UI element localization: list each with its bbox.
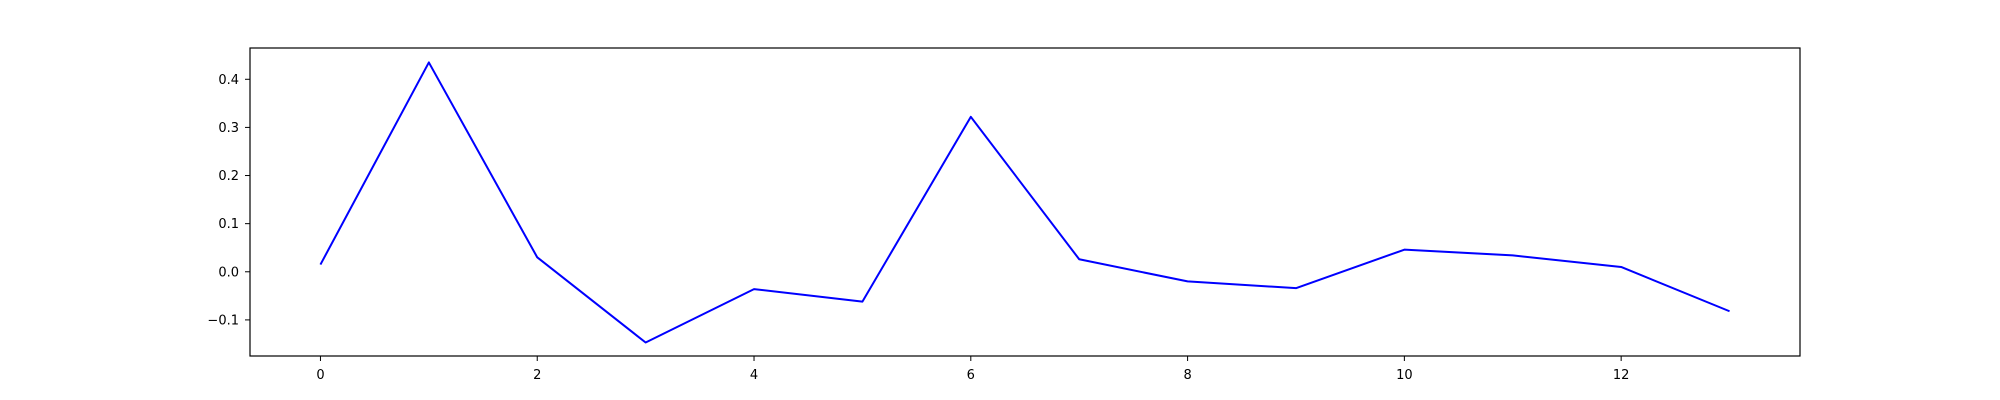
y-tick-label: −0.1 xyxy=(207,313,239,328)
series-line-0 xyxy=(319,61,1730,344)
x-tick-label: 2 xyxy=(533,368,541,383)
y-tick-label: 0.0 xyxy=(218,265,239,280)
y-tick-label: 0.3 xyxy=(218,121,239,136)
x-tick-label: 12 xyxy=(1613,368,1630,383)
y-tick-label: 0.2 xyxy=(218,169,239,184)
x-tick-label: 6 xyxy=(967,368,975,383)
y-tick-label: 0.4 xyxy=(218,73,239,88)
x-tick-label: 0 xyxy=(316,368,324,383)
x-tick-label: 10 xyxy=(1396,368,1413,383)
y-tick-label: 0.1 xyxy=(218,217,239,232)
y-axis: −0.1 0.0 0.1 0.2 0.3 0.4 xyxy=(207,73,250,328)
x-axis: 0 2 4 6 8 10 12 xyxy=(316,356,1629,383)
axes-frame xyxy=(249,47,1801,357)
x-tick-label: 8 xyxy=(1183,368,1191,383)
plot-area xyxy=(319,61,1730,344)
x-tick-label: 4 xyxy=(750,368,758,383)
